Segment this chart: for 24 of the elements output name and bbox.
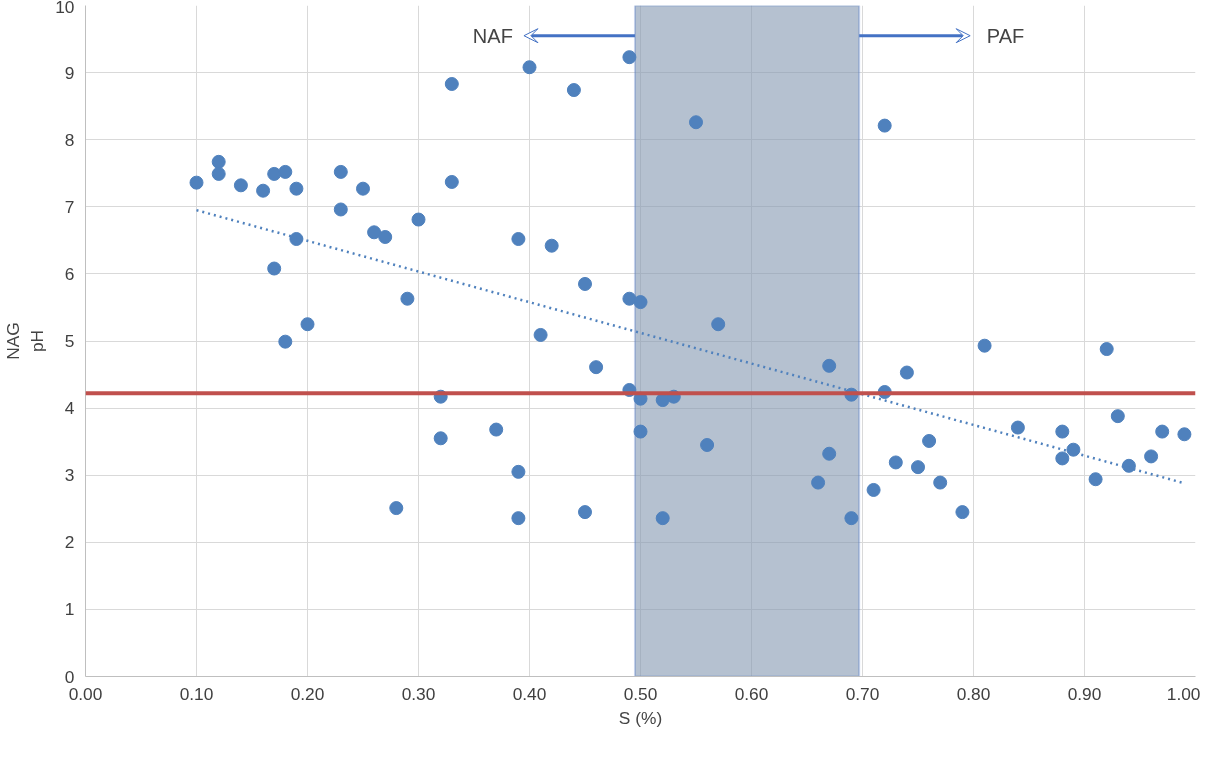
x-tick-label: 0.60 bbox=[734, 683, 769, 704]
x-tick-label: 0.70 bbox=[845, 683, 880, 704]
x-tick-label: 0.30 bbox=[401, 683, 436, 704]
y-tick-label: 10 bbox=[55, 0, 75, 17]
annotation: PAF bbox=[986, 24, 1025, 47]
x-tick-label: 0.40 bbox=[512, 683, 547, 704]
y-tick-label: 5 bbox=[64, 331, 75, 351]
x-tick-label: 0.10 bbox=[179, 683, 214, 704]
y-tick-label: 6 bbox=[64, 263, 75, 284]
y-tick-label: 2 bbox=[64, 532, 75, 553]
x-tick-label: 0.20 bbox=[290, 683, 325, 704]
annotation: NAF bbox=[472, 24, 513, 47]
x-tick-label: 0.50 bbox=[623, 683, 658, 704]
y-tick-label: 3 bbox=[64, 465, 75, 486]
y-tick-label: 8 bbox=[64, 129, 75, 150]
x-axis-title: S (%) bbox=[618, 707, 663, 728]
y-tick-label: 4 bbox=[64, 398, 75, 419]
y-axis-title: NAG pH bbox=[3, 322, 48, 360]
x-tick-label: 1.00 bbox=[1166, 683, 1201, 704]
y-tick-label: 9 bbox=[64, 62, 75, 83]
x-tick-label: 0.80 bbox=[956, 683, 991, 704]
y-tick-label: 7 bbox=[64, 196, 75, 217]
y-tick-label: 1 bbox=[64, 599, 75, 620]
x-tick-label: 0.90 bbox=[1067, 683, 1102, 704]
